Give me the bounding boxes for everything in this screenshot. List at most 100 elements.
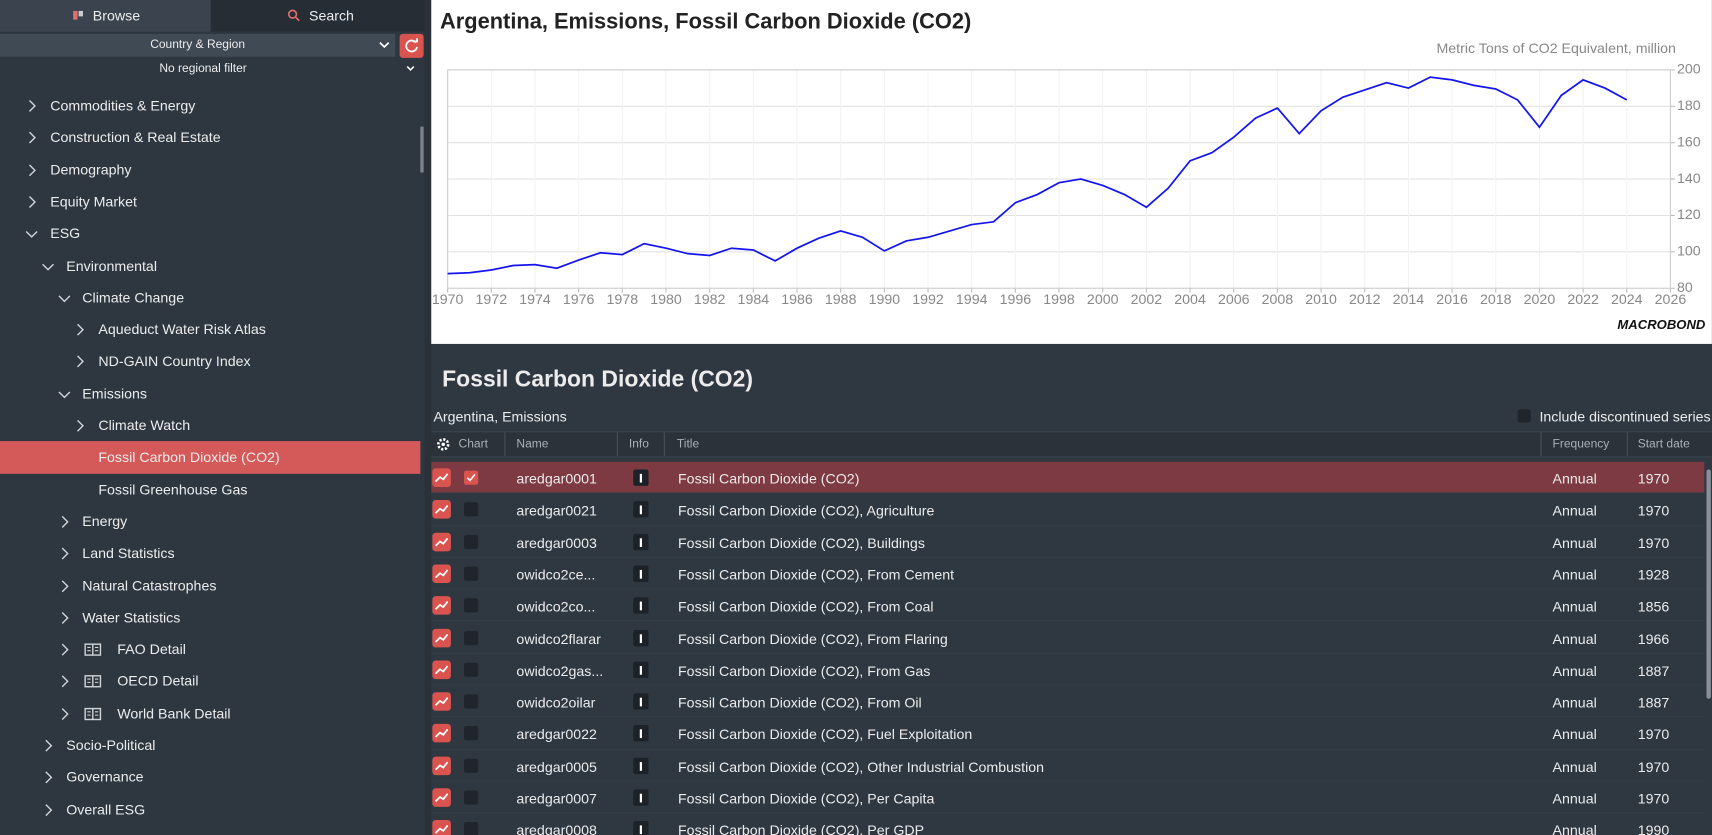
info-button[interactable] [633,533,649,550]
column-header[interactable]: Chart [458,437,488,451]
tree-item[interactable]: FAO Detail [0,633,420,665]
info-button[interactable] [633,501,649,518]
tree-item[interactable]: Fossil Carbon Dioxide (CO2) [0,441,421,474]
chart-button[interactable] [432,788,451,807]
tree-item[interactable]: Socio-Political [0,729,420,761]
column-header[interactable]: Start date [1637,437,1690,451]
tree-item[interactable]: Governance [0,761,420,793]
tree-arrow[interactable] [57,291,70,304]
row-checkbox[interactable] [464,566,479,581]
tree-item[interactable]: Climate Change [0,281,420,313]
table-row[interactable]: aredgar0003 Fossil Carbon Dioxide (CO2), … [431,526,1705,558]
chart-button[interactable] [432,660,451,679]
settings-icon[interactable] [436,437,451,452]
tree-arrow[interactable] [57,675,70,688]
column-header[interactable]: Title [676,437,700,451]
tree-arrow[interactable] [57,387,70,400]
row-checkbox[interactable] [464,758,479,773]
table-row[interactable]: aredgar0022 Fossil Carbon Dioxide (CO2), … [431,718,1705,750]
table-row[interactable]: aredgar0021 Fossil Carbon Dioxide (CO2), … [431,494,1705,526]
table-row[interactable]: aredgar0001 Fossil Carbon Dioxide (CO2) An… [431,461,1705,494]
tree-arrow[interactable] [41,803,54,816]
table-row[interactable]: owidco2co... Fossil Carbon Dioxide (CO2),… [431,590,1705,622]
refresh-button[interactable] [399,33,424,58]
info-button[interactable] [633,757,649,774]
table-row[interactable]: owidco2oilar Fossil Carbon Dioxide (CO2),… [431,686,1705,718]
tree-arrow[interactable] [57,611,70,624]
chart-button[interactable] [432,596,451,615]
tree-arrow[interactable] [41,739,54,752]
tree-item[interactable]: Natural Catastrophes [0,569,420,601]
info-button[interactable] [633,629,649,646]
info-button[interactable] [633,693,649,710]
row-checkbox[interactable] [464,630,479,645]
tree-arrow[interactable] [41,771,54,784]
tree-arrow[interactable] [57,707,70,720]
tree-arrow[interactable] [25,163,38,176]
chart-button[interactable] [432,756,451,775]
column-header[interactable]: Frequency [1552,437,1610,451]
chart-button[interactable] [432,628,451,647]
tree-item[interactable]: Aqueduct Water Risk Atlas [0,313,420,345]
tree-item[interactable]: Emissions [0,377,420,409]
tree-arrow[interactable] [57,515,70,528]
tree-item[interactable]: Demography [0,154,420,186]
region-dropdown[interactable] [0,33,396,57]
chart-button[interactable] [432,532,451,551]
chart-button[interactable] [432,500,451,519]
tree-arrow[interactable] [25,195,38,208]
tree-item[interactable]: Land Statistics [0,537,420,569]
row-checkbox[interactable] [464,822,479,835]
tree-arrow[interactable] [25,227,38,240]
info-button[interactable] [633,469,649,486]
tree-item[interactable]: Commodities & Energy [0,90,420,122]
chart-button[interactable] [432,468,451,487]
discontinued-checkbox[interactable] [1517,409,1531,423]
table-row[interactable]: owidco2gas... Fossil Carbon Dioxide (CO2)… [431,654,1705,686]
tree-item[interactable]: Environmental [0,249,420,281]
tree-item[interactable]: OECD Detail [0,665,420,697]
tree-arrow[interactable] [74,419,87,432]
tree-arrow[interactable] [57,547,70,560]
tree-item[interactable]: Fossil Greenhouse Gas [0,473,420,505]
tree-item[interactable]: Overall ESG [0,793,420,825]
tree-item[interactable]: World Bank Detail [0,697,420,729]
tab[interactable]: Browse [0,0,211,32]
row-checkbox[interactable] [464,694,479,709]
info-button[interactable] [633,821,649,835]
chart-button[interactable] [432,820,451,835]
row-checkbox[interactable] [464,534,479,549]
table-row[interactable]: aredgar0008 Fossil Carbon Dioxide (CO2), … [431,814,1704,835]
row-checkbox[interactable] [464,502,479,517]
row-checkbox[interactable] [464,790,479,805]
chart-button[interactable] [432,564,451,583]
tree-arrow[interactable] [41,259,54,272]
tree-arrow[interactable] [25,131,38,144]
table-row[interactable]: owidco2ce... Fossil Carbon Dioxide (CO2),… [431,558,1705,590]
tree-item[interactable]: Construction & Real Estate [0,122,420,154]
tree-arrow[interactable] [25,99,38,112]
tree-arrow[interactable] [74,355,87,368]
tree-arrow[interactable] [57,643,70,656]
tree-item[interactable]: Climate Watch [0,409,420,441]
tree-item[interactable]: Equity Market [0,185,420,217]
info-button[interactable] [633,661,649,678]
tree-arrow[interactable] [57,579,70,592]
info-button[interactable] [633,789,649,806]
column-header[interactable]: Info [628,437,649,451]
table-row[interactable]: owidco2flarar Fossil Carbon Dioxide (CO2)… [431,622,1705,654]
tab[interactable]: Search [210,0,425,32]
chart-button[interactable] [432,692,451,711]
info-button[interactable] [633,725,649,742]
region-filter-label[interactable]: No regional filter [159,62,247,76]
info-button[interactable] [633,565,649,582]
tree-item[interactable]: ESG [0,217,420,249]
row-checkbox[interactable] [464,598,479,613]
table-row[interactable]: aredgar0007 Fossil Carbon Dioxide (CO2), … [431,782,1705,814]
tree-item[interactable]: ND-GAIN Country Index [0,345,420,377]
tree-arrow[interactable] [74,323,87,336]
row-checkbox[interactable] [464,470,479,485]
table-row[interactable]: aredgar0005 Fossil Carbon Dioxide (CO2), … [431,750,1705,782]
row-checkbox[interactable] [464,662,479,677]
column-header[interactable]: Name [516,437,549,451]
